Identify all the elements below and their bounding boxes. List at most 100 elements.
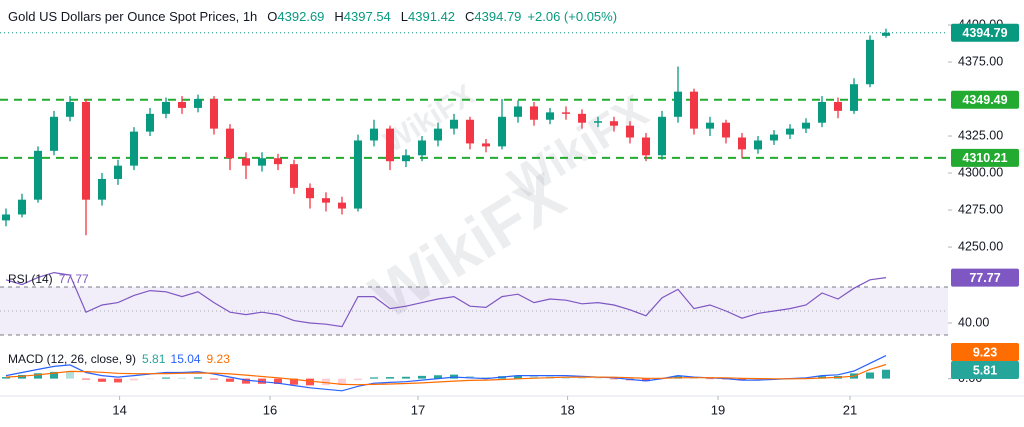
candle-body (738, 137, 746, 150)
histogram-bar (354, 378, 362, 381)
histogram-bar (594, 378, 602, 380)
candle-body (162, 101, 170, 114)
candle-body (562, 112, 570, 114)
candle-body (514, 106, 522, 117)
candle-body (674, 91, 682, 117)
histogram-bar (50, 371, 58, 379)
histogram-bar (290, 378, 298, 385)
candle-body (210, 99, 218, 129)
histogram-bar (274, 378, 282, 384)
candle-body (706, 122, 714, 129)
price-label-box (951, 343, 1019, 361)
price-label-box (951, 23, 1019, 42)
candle-body (130, 131, 138, 166)
histogram-bar (242, 378, 250, 384)
candle-body (338, 202, 346, 209)
price-label-box (951, 90, 1019, 109)
price-label: 4394.79 (962, 26, 1007, 40)
candle-body (850, 84, 858, 111)
macd-line (5, 363, 887, 386)
candle-body (626, 125, 634, 138)
histogram-bar (210, 378, 218, 380)
candle-body (226, 128, 234, 159)
chart-header: Gold US Dollars per Ounce Spot Prices, 1… (8, 9, 617, 24)
histogram-bar (866, 372, 874, 379)
candle-body (610, 121, 618, 126)
candle-body (306, 187, 314, 199)
candle-body (546, 112, 554, 120)
price-label-box (951, 268, 1019, 287)
histogram-bar (162, 377, 170, 379)
histogram-bar (114, 378, 122, 383)
candle-body (146, 113, 154, 132)
candle-body (66, 101, 74, 117)
candle-body (818, 101, 826, 123)
histogram-bar (194, 377, 202, 379)
price-label: 4310.21 (962, 151, 1007, 165)
pane-header: MACD (12, 26, close, 9) 5.81 15.04 9.23 (8, 352, 230, 366)
ohlc-label: C (465, 9, 474, 24)
candle-body (370, 128, 378, 141)
histogram-bar (514, 375, 522, 379)
histogram-bar (178, 377, 186, 379)
y-tick-label: 4275.00 (958, 202, 1003, 216)
candle-body (98, 178, 106, 200)
x-tick-label: 18 (560, 402, 574, 417)
histogram-bar (530, 376, 538, 379)
change-value: +2.06 (+0.05%) (527, 9, 617, 24)
candle-body (834, 101, 842, 111)
pane-value: 15.04 (171, 352, 201, 366)
candle-body (258, 158, 266, 166)
candle-body (386, 128, 394, 162)
candle-body (82, 101, 90, 200)
histogram-bar (882, 369, 890, 379)
histogram-bar (642, 378, 650, 382)
candle-body (482, 143, 490, 147)
price-label-box (951, 361, 1019, 379)
histogram-bar (146, 378, 154, 380)
ohlc-value: 4394.79 (474, 9, 521, 24)
price-label: 4349.49 (962, 93, 1007, 107)
histogram-bar (306, 378, 314, 386)
histogram-bar (818, 376, 826, 379)
candle-body (802, 122, 810, 129)
candle-body (178, 101, 186, 108)
pane-header: RSI (14) 77.77 (8, 272, 89, 286)
candle-body (450, 119, 458, 129)
histogram-bar (130, 378, 138, 381)
pane-value: 9.23 (207, 352, 231, 366)
candle-body (50, 116, 58, 151)
y-tick-label: 4325.00 (958, 128, 1003, 142)
candle-body (242, 158, 250, 166)
histogram-bar (338, 378, 346, 386)
candle-body (530, 106, 538, 120)
candle-body (274, 158, 282, 165)
pane-value: 77.77 (59, 272, 89, 286)
candle-body (658, 116, 666, 156)
candle-body (466, 119, 474, 144)
histogram-bar (482, 377, 490, 379)
candle-body (498, 116, 506, 147)
ohlc-value: 4391.42 (408, 9, 455, 24)
candle-body (594, 121, 602, 123)
y-tick-label: 40.00 (958, 315, 989, 329)
candle-body (578, 113, 586, 123)
candle-body (114, 165, 122, 179)
x-tick-label: 17 (411, 402, 425, 417)
candle-body (786, 128, 794, 135)
candle-body (434, 128, 442, 141)
histogram-bar (322, 378, 330, 386)
candle-body (18, 199, 26, 215)
histogram-bar (226, 378, 234, 382)
price-label: 5.81 (973, 363, 997, 377)
candle-body (194, 99, 202, 108)
histogram-bar (82, 378, 90, 380)
pane-title: MACD (12, 26, close, 9) (8, 352, 136, 366)
chart-title: Gold US Dollars per Ounce Spot Prices, 1… (8, 9, 257, 24)
histogram-bar (66, 372, 74, 379)
candle-body (290, 164, 298, 188)
candle-body (770, 134, 778, 141)
y-tick-label: 4375.00 (958, 54, 1003, 68)
y-tick-label: 4250.00 (958, 239, 1003, 253)
